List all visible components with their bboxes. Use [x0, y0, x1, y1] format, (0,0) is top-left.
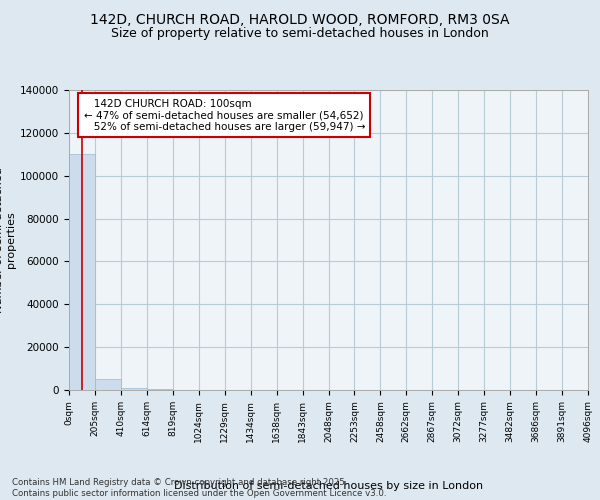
Text: Size of property relative to semi-detached houses in London: Size of property relative to semi-detach… [111, 28, 489, 40]
Bar [95, 380, 121, 390]
Text: Contains HM Land Registry data © Crown copyright and database right 2025.
Contai: Contains HM Land Registry data © Crown c… [12, 478, 386, 498]
X-axis label: Distribution of semi-detached houses by size in London: Distribution of semi-detached houses by … [174, 480, 483, 490]
Bar [69, 154, 95, 390]
Y-axis label: Number of semi-detached
properties: Number of semi-detached properties [0, 167, 16, 313]
Text: 142D, CHURCH ROAD, HAROLD WOOD, ROMFORD, RM3 0SA: 142D, CHURCH ROAD, HAROLD WOOD, ROMFORD,… [90, 12, 510, 26]
Bar [121, 388, 147, 390]
Text: 142D CHURCH ROAD: 100sqm
← 47% of semi-detached houses are smaller (54,652)
   5: 142D CHURCH ROAD: 100sqm ← 47% of semi-d… [83, 98, 365, 132]
